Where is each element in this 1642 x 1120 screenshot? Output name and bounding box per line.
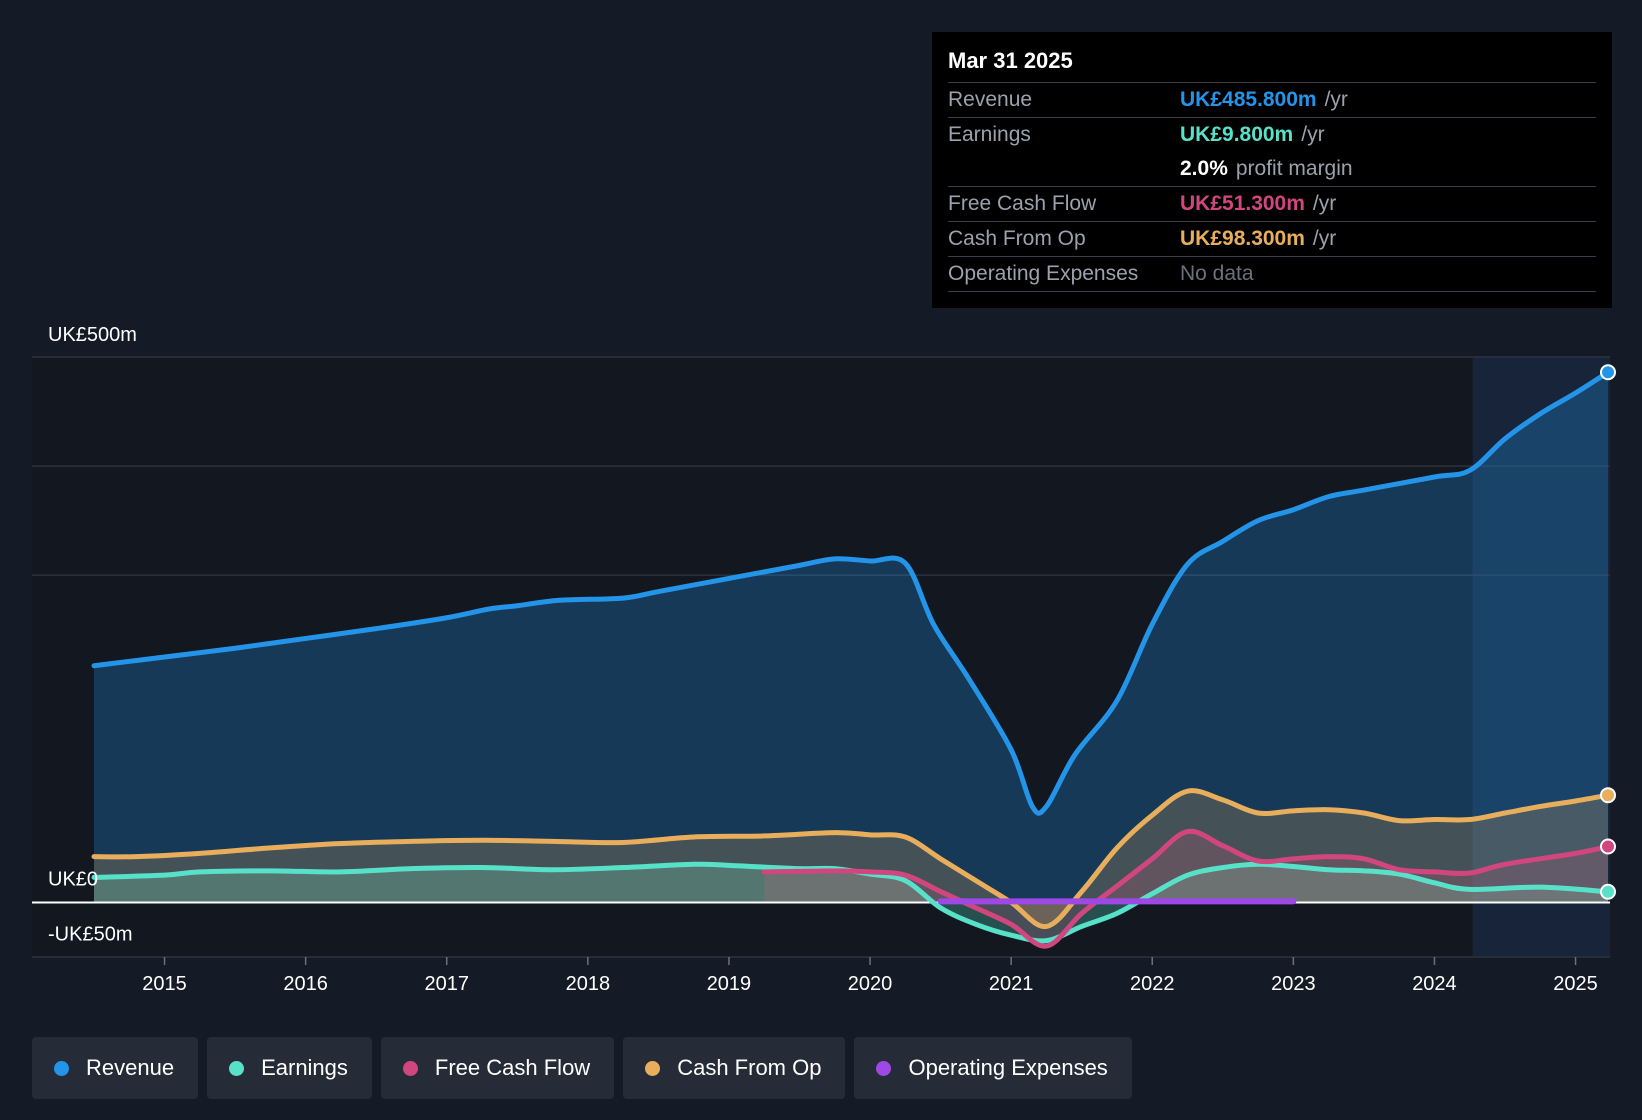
- x-tick-label: 2015: [142, 973, 187, 995]
- tooltip-nodata: No data: [1180, 262, 1254, 285]
- y-axis-label-zero: UK£0: [48, 868, 98, 890]
- x-tick-label: 2016: [283, 973, 328, 995]
- legend-item-operating-expenses[interactable]: Operating Expenses: [854, 1037, 1132, 1099]
- tooltip-value: UK£9.800m: [1180, 123, 1294, 146]
- earnings-end-marker: [1600, 883, 1616, 900]
- cash-from-op-area: [94, 790, 1608, 927]
- legend-label: Operating Expenses: [908, 1055, 1108, 1080]
- tooltip-row-earnings: Earnings UK£9.800m /yr: [948, 118, 1596, 152]
- legend-dot-icon: [402, 1060, 418, 1076]
- legend-label: Free Cash Flow: [434, 1055, 591, 1080]
- x-tick-label: 2024: [1412, 973, 1457, 995]
- revenue-area: [94, 372, 1608, 903]
- legend-dot-icon: [229, 1060, 245, 1076]
- x-tick-label: 2019: [707, 973, 752, 995]
- tooltip-value: UK£51.300m: [1180, 192, 1305, 215]
- revenue-end-marker: [1600, 364, 1616, 381]
- legend-label: Revenue: [86, 1055, 175, 1080]
- y-axis-label-bottom: -UK£50m: [48, 923, 132, 945]
- tooltip-label: Earnings: [948, 123, 1031, 146]
- earnings-area: [94, 864, 1608, 941]
- y-axis-label-top: UK£500m: [48, 324, 137, 346]
- legend-item-earnings[interactable]: Earnings: [207, 1037, 372, 1099]
- legend: Revenue Earnings Free Cash Flow Cash Fro…: [32, 1037, 1132, 1099]
- earnings-line: [91, 861, 1611, 944]
- legend-item-free-cash-flow[interactable]: Free Cash Flow: [380, 1037, 615, 1099]
- tooltip-panel: Mar 31 2025 Revenue UK£485.800m /yr Earn…: [932, 32, 1612, 308]
- tooltip-value: UK£98.300m: [1180, 227, 1305, 250]
- legend-dot-icon: [645, 1060, 661, 1076]
- tooltip-row-free-cash-flow: Free Cash Flow UK£51.300m /yr: [948, 187, 1596, 222]
- free-cash-flow-line: [761, 828, 1611, 949]
- legend-item-revenue[interactable]: Revenue: [32, 1037, 199, 1099]
- tooltip-label: Operating Expenses: [948, 262, 1139, 285]
- x-tick-label: 2022: [1130, 973, 1175, 995]
- legend-label: Cash From Op: [677, 1055, 822, 1080]
- x-tick-label: 2021: [989, 973, 1034, 995]
- tooltip-unit: profit margin: [1235, 157, 1353, 180]
- tooltip-unit: /yr: [1312, 192, 1337, 215]
- tooltip-value: 2.0%: [1180, 157, 1228, 180]
- tooltip-label: Cash From Op: [948, 227, 1086, 250]
- free-cash-flow-area: [764, 831, 1608, 947]
- tooltip-row-operating-expenses: Operating Expenses No data: [948, 257, 1596, 292]
- tooltip-row-cash-from-op: Cash From Op UK£98.300m /yr: [948, 222, 1596, 257]
- tooltip-value: UK£485.800m: [1180, 88, 1317, 111]
- x-tick-label: 2020: [848, 973, 893, 995]
- tooltip-unit: /yr: [1312, 227, 1337, 250]
- x-tick-label: 2017: [424, 973, 469, 995]
- cash-from-op-end-marker: [1600, 787, 1616, 804]
- tooltip-unit: /yr: [1324, 88, 1348, 111]
- tooltip-date: Mar 31 2025: [948, 46, 1596, 83]
- tooltip-row-profit-margin: 2.0% profit margin: [948, 152, 1596, 187]
- x-tick-label: 2018: [566, 973, 611, 995]
- tooltip-label: [948, 152, 1180, 186]
- legend-dot-icon: [54, 1060, 69, 1076]
- tooltip-unit: /yr: [1301, 123, 1325, 146]
- plot-background: [32, 357, 1473, 957]
- x-tick-label: 2023: [1271, 973, 1316, 995]
- revenue-line: [91, 369, 1611, 816]
- tooltip-label: Revenue: [948, 88, 1033, 111]
- legend-dot-icon: [876, 1060, 892, 1076]
- legend-item-cash-from-op[interactable]: Cash From Op: [623, 1037, 846, 1099]
- legend-label: Earnings: [261, 1055, 348, 1080]
- x-tick-label: 2025: [1553, 973, 1598, 995]
- free-cash-flow-end-marker: [1600, 838, 1616, 855]
- tooltip-row-revenue: Revenue UK£485.800m /yr: [948, 83, 1596, 118]
- tooltip-label: Free Cash Flow: [948, 192, 1097, 215]
